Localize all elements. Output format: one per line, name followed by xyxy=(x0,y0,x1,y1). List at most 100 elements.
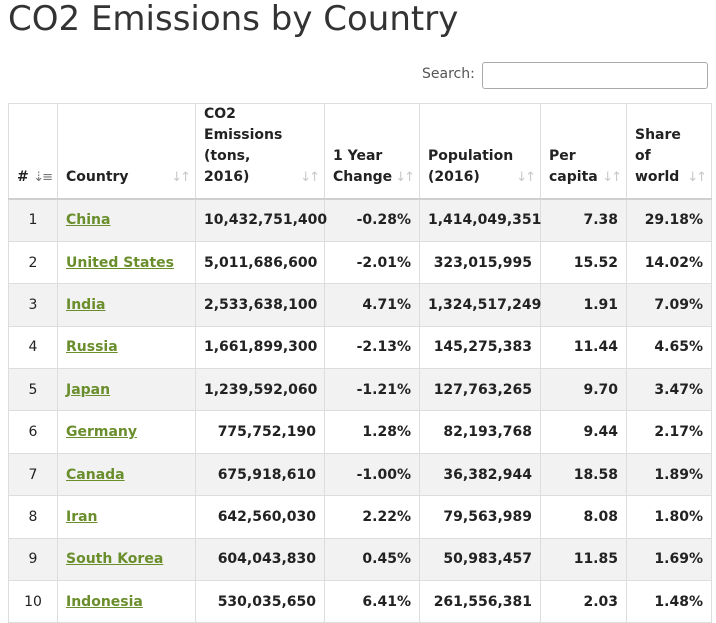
search-input[interactable] xyxy=(482,62,708,89)
sort-arrows-icon: ↓↑ xyxy=(602,170,622,185)
column-header-country[interactable]: Country ↓↑ xyxy=(57,103,196,200)
emissions-table: # ⇣≡ Country ↓↑ CO2 Emissions (tons, 2016)… xyxy=(8,103,712,623)
table-row: 7 Canada 675,918,610 -1.00% 36,382,944 1… xyxy=(8,452,712,497)
change-cell: 4.71% xyxy=(324,283,420,327)
column-header-label: 1 Year Change xyxy=(333,148,393,185)
table-row: 10 Indonesia 530,035,650 6.41% 261,556,3… xyxy=(8,580,712,623)
table-row: 6 Germany 775,752,190 1.28% 82,193,768 9… xyxy=(8,410,712,454)
share-cell: 29.18% xyxy=(626,198,712,242)
population-cell: 145,275,383 xyxy=(419,325,541,370)
share-cell: 1.80% xyxy=(626,495,712,539)
change-cell: -1.21% xyxy=(324,368,420,412)
emissions-cell: 775,752,190 xyxy=(195,410,325,454)
change-cell: -2.01% xyxy=(324,240,420,285)
share-cell: 3.47% xyxy=(626,368,712,412)
country-link[interactable]: China xyxy=(66,212,111,229)
country-cell: Germany xyxy=(57,410,196,454)
emissions-cell: 642,560,030 xyxy=(195,495,325,539)
share-cell: 1.69% xyxy=(626,537,712,582)
rank-cell: 10 xyxy=(8,580,58,623)
share-cell: 1.89% xyxy=(626,452,712,497)
rank-cell: 9 xyxy=(8,537,58,582)
population-cell: 82,193,768 xyxy=(419,410,541,454)
population-cell: 261,556,381 xyxy=(419,580,541,623)
column-header-per-capita[interactable]: Per capita ↓↑ xyxy=(540,103,627,200)
change-cell: -2.13% xyxy=(324,325,420,370)
per-capita-cell: 2.03 xyxy=(540,580,627,623)
emissions-cell: 530,035,650 xyxy=(195,580,325,623)
country-link[interactable]: United States xyxy=(66,254,174,271)
table-row: 9 South Korea 604,043,830 0.45% 50,983,4… xyxy=(8,537,712,582)
rank-cell: 7 xyxy=(8,452,58,497)
country-link[interactable]: India xyxy=(66,296,106,313)
country-link[interactable]: South Korea xyxy=(66,551,164,568)
per-capita-cell: 11.44 xyxy=(540,325,627,370)
column-header-rank[interactable]: # ⇣≡ xyxy=(8,103,58,200)
table-row: 5 Japan 1,239,592,060 -1.21% 127,763,265… xyxy=(8,368,712,412)
population-cell: 36,382,944 xyxy=(419,452,541,497)
emissions-cell: 675,918,610 xyxy=(195,452,325,497)
page-title: CO2 Emissions by Country xyxy=(8,0,459,39)
change-cell: 0.45% xyxy=(324,537,420,582)
country-link[interactable]: Canada xyxy=(66,466,125,483)
rank-cell: 3 xyxy=(8,283,58,327)
sort-arrows-icon: ↓↑ xyxy=(300,170,320,185)
country-link[interactable]: Indonesia xyxy=(66,593,143,610)
column-header-label: Share of world xyxy=(635,127,681,185)
population-cell: 1,414,049,351 xyxy=(419,198,541,242)
table-row: 8 Iran 642,560,030 2.22% 79,563,989 8.08… xyxy=(8,495,712,539)
share-cell: 14.02% xyxy=(626,240,712,285)
column-header-change[interactable]: 1 Year Change ↓↑ xyxy=(324,103,420,200)
per-capita-cell: 15.52 xyxy=(540,240,627,285)
rank-cell: 2 xyxy=(8,240,58,285)
emissions-cell: 5,011,686,600 xyxy=(195,240,325,285)
table-row: 3 India 2,533,638,100 4.71% 1,324,517,24… xyxy=(8,283,712,327)
column-header-population[interactable]: Population (2016) ↓↑ xyxy=(419,103,541,200)
share-cell: 4.65% xyxy=(626,325,712,370)
change-cell: -0.28% xyxy=(324,198,420,242)
country-cell: China xyxy=(57,198,196,242)
sort-arrows-icon: ↓↑ xyxy=(687,170,707,185)
share-cell: 1.48% xyxy=(626,580,712,623)
table-row: 2 United States 5,011,686,600 -2.01% 323… xyxy=(8,240,712,285)
country-link[interactable]: Germany xyxy=(66,424,138,441)
sort-arrows-icon: ↓↑ xyxy=(516,170,536,185)
country-link[interactable]: Iran xyxy=(66,508,98,525)
share-cell: 2.17% xyxy=(626,410,712,454)
rank-cell: 8 xyxy=(8,495,58,539)
per-capita-cell: 9.70 xyxy=(540,368,627,412)
population-cell: 127,763,265 xyxy=(419,368,541,412)
rank-cell: 4 xyxy=(8,325,58,370)
per-capita-cell: 8.08 xyxy=(540,495,627,539)
column-header-label: Country xyxy=(66,169,129,185)
header-row: # ⇣≡ Country ↓↑ CO2 Emissions (tons, 2016)… xyxy=(8,103,712,200)
change-cell: 1.28% xyxy=(324,410,420,454)
emissions-cell: 10,432,751,400 xyxy=(195,198,327,242)
rank-cell: 1 xyxy=(8,198,58,242)
emissions-cell: 2,533,638,100 xyxy=(195,283,325,327)
rank-cell: 6 xyxy=(8,410,58,454)
country-cell: Russia xyxy=(57,325,196,370)
country-cell: Indonesia xyxy=(57,580,196,623)
column-header-label: CO2 Emissions (tons, 2016) xyxy=(204,106,283,185)
column-header-share[interactable]: Share of world ↓↑ xyxy=(626,103,712,200)
column-header-label: Per capita xyxy=(549,148,598,185)
population-cell: 79,563,989 xyxy=(419,495,541,539)
population-cell: 50,983,457 xyxy=(419,537,541,582)
table-row: 4 Russia 1,661,899,300 -2.13% 145,275,38… xyxy=(8,325,712,370)
country-cell: Japan xyxy=(57,368,196,412)
country-cell: United States xyxy=(57,240,196,285)
emissions-cell: 1,661,899,300 xyxy=(195,325,325,370)
emissions-cell: 1,239,592,060 xyxy=(195,368,325,412)
rank-cell: 5 xyxy=(8,368,58,412)
country-cell: Iran xyxy=(57,495,196,539)
per-capita-cell: 9.44 xyxy=(540,410,627,454)
country-link[interactable]: Russia xyxy=(66,339,118,356)
country-link[interactable]: Japan xyxy=(66,381,111,398)
table-row: 1 China 10,432,751,400 -0.28% 1,414,049,… xyxy=(8,198,712,242)
country-cell: Canada xyxy=(57,452,196,497)
column-header-emissions[interactable]: CO2 Emissions (tons, 2016) ↓↑ xyxy=(195,103,325,200)
sort-arrows-icon: ↓↑ xyxy=(171,170,191,185)
sort-amount-down-icon: ⇣≡ xyxy=(33,170,53,185)
change-cell: 2.22% xyxy=(324,495,420,539)
